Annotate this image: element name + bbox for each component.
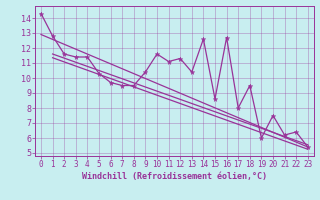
X-axis label: Windchill (Refroidissement éolien,°C): Windchill (Refroidissement éolien,°C) (82, 172, 267, 181)
